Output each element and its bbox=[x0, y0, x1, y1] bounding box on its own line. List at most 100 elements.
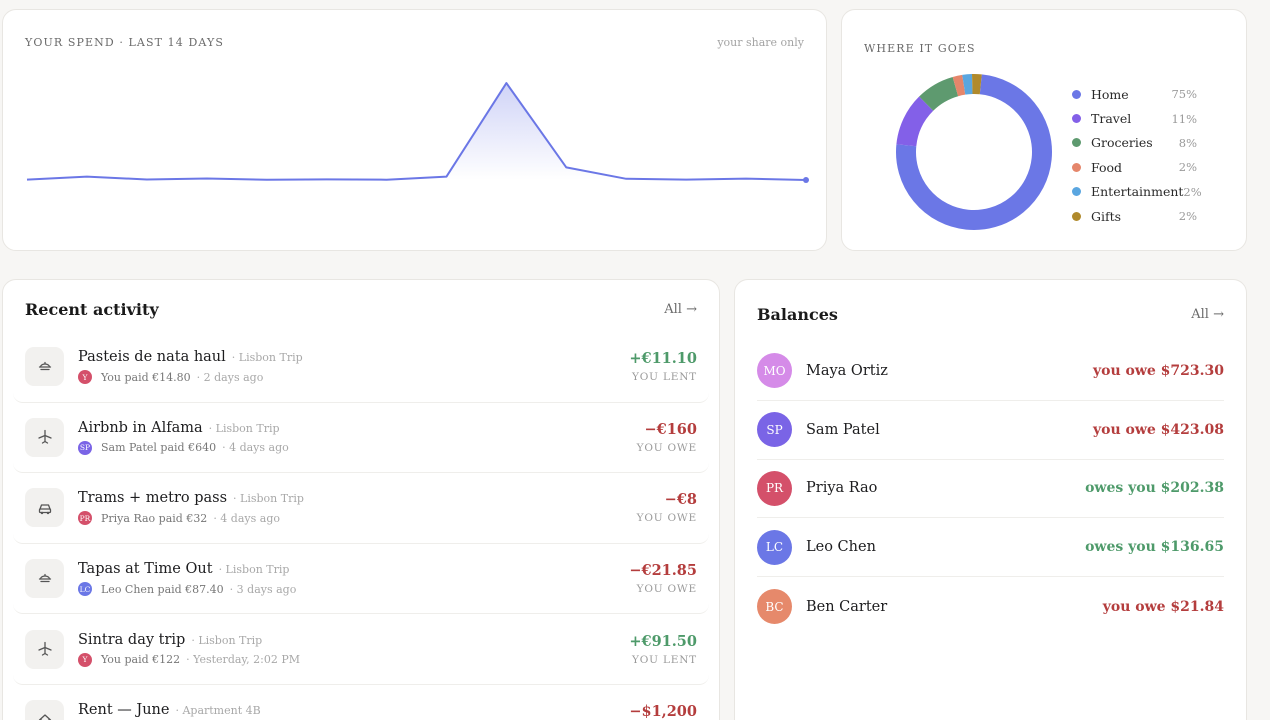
activity-item-amount-block: −€160 YOU OWE bbox=[637, 421, 697, 454]
donut-slice-travel bbox=[896, 96, 934, 147]
activity-item-time: · 3 days ago bbox=[229, 582, 297, 596]
payer-avatar: Y bbox=[78, 652, 92, 667]
balance-row[interactable]: LC Leo Chen owes you $136.65 bbox=[757, 518, 1224, 578]
balance-row[interactable]: PR Priya Rao owes you $202.38 bbox=[757, 460, 1224, 519]
balance-name: Priya Rao bbox=[806, 480, 878, 497]
activity-item-amount-block: +€91.50 YOU LENT bbox=[629, 633, 697, 666]
activity-item-title: Rent — June bbox=[78, 702, 170, 719]
activity-item-time: · 2 days ago bbox=[196, 370, 264, 384]
spend-line bbox=[26, 82, 807, 181]
activity-item-title: Airbnb in Alfama bbox=[78, 419, 203, 436]
activity-item-body: Trams + metro pass · Lisbon Trip PR Priya R… bbox=[78, 490, 637, 526]
activity-item-payer: You paid €14.80 bbox=[101, 370, 191, 384]
legend-value: 2% bbox=[1178, 209, 1197, 224]
categories-title: WHERE IT GOES bbox=[864, 42, 976, 55]
balances-title: Balances bbox=[757, 305, 838, 324]
legend-item-groceries: Groceries 8% bbox=[1072, 131, 1197, 155]
food-icon bbox=[25, 347, 64, 387]
legend-label: Gifts bbox=[1091, 208, 1122, 224]
legend-item-gifts: Gifts 2% bbox=[1072, 204, 1197, 228]
balance-name: Sam Patel bbox=[806, 421, 880, 438]
activity-item[interactable]: Trams + metro pass · Lisbon Trip PR Priya R… bbox=[13, 473, 709, 544]
balance-name: Leo Chen bbox=[806, 539, 876, 556]
home-icon bbox=[25, 700, 64, 720]
avatar: PR bbox=[757, 470, 792, 506]
legend-dot bbox=[1072, 162, 1081, 172]
activity-item-amount-block: −$1,200YOU OWE bbox=[629, 703, 697, 720]
spend-title: YOUR SPEND · LAST 14 DAYS bbox=[25, 36, 224, 49]
spend-chart bbox=[26, 82, 809, 183]
activity-item-amount: −€160 bbox=[644, 420, 697, 438]
balance-amount: you owe $723.30 bbox=[1092, 362, 1224, 379]
payer-avatar: LC bbox=[78, 582, 92, 597]
activity-item-group: · Lisbon Trip bbox=[231, 351, 303, 365]
legend-label: Food bbox=[1091, 159, 1123, 175]
activity-item-amount: +€11.10 bbox=[629, 350, 697, 368]
legend-item-entertainment: Entertainment 2% bbox=[1072, 180, 1202, 204]
activity-item[interactable]: Tapas at Time Out · Lisbon Trip LC Leo Chen… bbox=[13, 544, 709, 615]
balances-all-link[interactable]: All → bbox=[1191, 307, 1224, 322]
donut-slice-home bbox=[896, 74, 1052, 230]
legend-value: 2% bbox=[1178, 160, 1197, 175]
activity-item[interactable]: Sintra day trip · Lisbon Trip Y You paid €1… bbox=[13, 614, 709, 685]
balance-amount: owes you $136.65 bbox=[1085, 539, 1224, 556]
categories-donut bbox=[896, 73, 1052, 230]
donut-slice-groceries bbox=[919, 76, 959, 112]
activity-item-body: Sintra day trip · Lisbon Trip Y You paid €1… bbox=[78, 632, 629, 667]
activity-item-title: Sintra day trip bbox=[78, 631, 186, 648]
spend-area bbox=[27, 83, 806, 180]
legend-dot bbox=[1072, 138, 1081, 148]
activity-item-body: Rent — June· Apartment 4BYYou paid €2,40… bbox=[78, 702, 629, 720]
activity-item-status: YOU OWE bbox=[636, 512, 697, 525]
balances-list: MO Maya Ortiz you owe $723.30 SP Sam Patel yo… bbox=[757, 342, 1224, 636]
activity-all-link[interactable]: All → bbox=[664, 302, 697, 317]
legend-label: Home bbox=[1091, 86, 1129, 102]
activity-item-meta: SP Sam Patel paid €640 · 4 days ago bbox=[78, 440, 637, 455]
activity-item[interactable]: Airbnb in Alfama · Lisbon Trip SP Sam Patel… bbox=[13, 403, 709, 474]
donut-slice-entertainment bbox=[962, 74, 973, 95]
activity-item-amount-block: −€21.85 YOU OWE bbox=[629, 562, 697, 595]
balance-row[interactable]: BC Ben Carter you owe $21.84 bbox=[757, 577, 1224, 636]
legend-value: 11% bbox=[1171, 111, 1197, 126]
activity-item-amount-block: −€8 YOU OWE bbox=[637, 491, 697, 524]
spend-point bbox=[803, 177, 809, 183]
activity-header: Recent activity All → bbox=[25, 300, 697, 319]
activity-item-payer: You paid €122 bbox=[101, 653, 181, 667]
activity-item-group: · Lisbon Trip bbox=[218, 563, 290, 577]
activity-item-body: Pasteis de nata haul · Lisbon Trip Y You pa… bbox=[78, 349, 629, 385]
activity-item-title-line: Rent — June · Apartment 4B bbox=[78, 702, 629, 718]
plane-icon bbox=[25, 629, 64, 669]
car-icon bbox=[25, 488, 64, 528]
plane-icon bbox=[25, 417, 64, 457]
spend-note: your share only bbox=[717, 36, 804, 49]
spend-card: YOUR SPEND · LAST 14 DAYS your share onl… bbox=[2, 9, 827, 251]
activity-item[interactable]: Rent — June· Apartment 4BYYou paid €2,40… bbox=[13, 685, 709, 720]
balance-name: Ben Carter bbox=[806, 598, 888, 615]
balance-row[interactable]: SP Sam Patel you owe $423.08 bbox=[757, 401, 1224, 460]
categories-card: WHERE IT GOES Home 75% Travel 11% Groceries 8… bbox=[841, 9, 1247, 251]
activity-item-group: · Apartment 4B bbox=[175, 704, 261, 718]
activity-item-time: · 4 days ago bbox=[213, 511, 280, 525]
activity-item-title-line: Sintra day trip · Lisbon Trip bbox=[78, 632, 629, 648]
food-icon bbox=[25, 559, 64, 599]
activity-item-time: · Yesterday, 2:02 PM bbox=[186, 653, 301, 667]
categories-legend: Home 75% Travel 11% Groceries 8% Food 2% Enterta… bbox=[1072, 82, 1202, 228]
activity-item-status: YOU LENT bbox=[632, 371, 697, 384]
activity-item-title: Pasteis de nata haul bbox=[78, 349, 226, 366]
balance-amount: owes you $202.38 bbox=[1085, 480, 1224, 497]
activity-item[interactable]: Pasteis de nata haul · Lisbon Trip Y You pa… bbox=[13, 332, 709, 403]
balance-amount: you owe $21.84 bbox=[1102, 598, 1224, 615]
activity-item-amount: −€21.85 bbox=[629, 562, 697, 580]
payer-avatar: Y bbox=[78, 370, 92, 385]
payer-avatar: PR bbox=[78, 511, 92, 526]
legend-value: 8% bbox=[1178, 135, 1197, 150]
activity-item-amount: +€91.50 bbox=[629, 632, 697, 650]
legend-dot bbox=[1072, 211, 1081, 221]
legend-value: 75% bbox=[1171, 87, 1197, 102]
balance-row[interactable]: MO Maya Ortiz you owe $723.30 bbox=[757, 342, 1224, 401]
activity-item-meta: PR Priya Rao paid €32 · 4 days ago bbox=[78, 511, 637, 526]
balance-name: Maya Ortiz bbox=[806, 362, 888, 379]
activity-item-group: · Lisbon Trip bbox=[191, 633, 263, 647]
legend-dot bbox=[1072, 89, 1081, 99]
activity-item-amount: −$1,200 bbox=[629, 703, 697, 720]
